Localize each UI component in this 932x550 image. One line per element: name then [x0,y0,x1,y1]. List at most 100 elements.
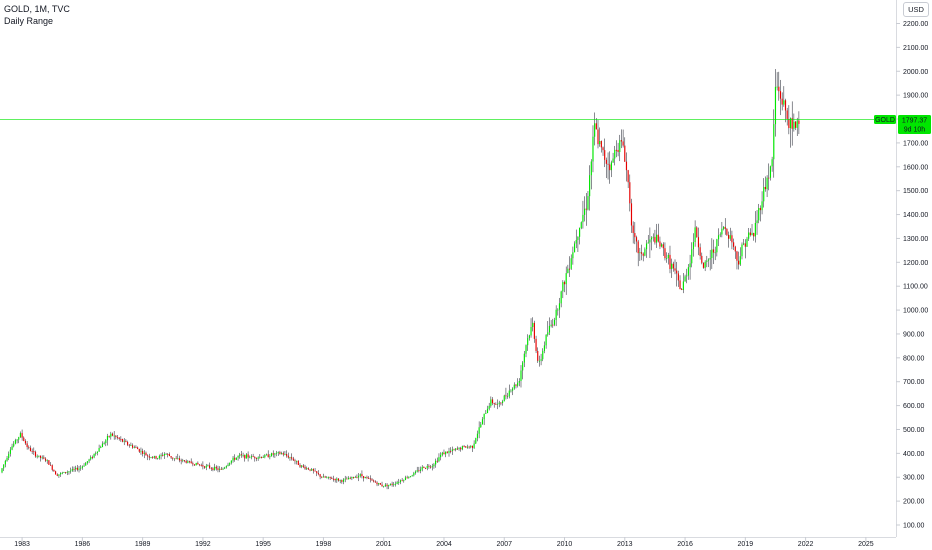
candle-body [54,471,57,475]
candle-body [609,164,611,171]
candle-body [475,438,477,444]
candle-body [567,268,569,274]
candle-body [396,482,398,484]
x-tick-label: 2019 [738,541,754,548]
candle-body [38,455,40,457]
candles-layer [1,69,800,490]
candle-body [264,455,266,458]
candle-body [155,456,157,459]
candle-body [116,436,119,438]
candle-body [347,477,350,480]
candle-body [44,458,47,461]
candle-body [679,280,681,290]
candle-body [406,477,408,479]
candle-body [178,458,181,461]
candle-body [450,451,452,452]
candle-body [650,237,653,240]
y-tick-label: 300.00 [903,475,925,482]
candle-body [95,452,97,454]
candle-body [697,237,700,248]
candle-body [590,161,592,176]
candle-body [573,243,576,253]
candle-body [696,227,698,238]
candle-body [153,456,155,458]
candle-body [215,466,217,469]
candle-body [23,437,25,441]
candle-body [322,476,325,478]
candle-body [123,440,125,442]
candle-body [368,477,370,479]
candle-body [281,453,283,454]
candle-body [379,483,381,485]
candle-body [436,460,438,462]
candle-body [142,450,144,454]
y-tick-label: 1300.00 [903,236,928,243]
candle-body [341,480,343,482]
candle-body [135,447,137,449]
candle-body [491,399,494,404]
candle-body [275,452,278,454]
candle-body [279,452,281,454]
candle-body [724,226,726,229]
candle-body [589,175,591,197]
y-tick-label: 100.00 [903,523,925,530]
candle-body [438,457,440,462]
candle-body [486,408,489,414]
candle-body [88,459,90,462]
candle-body [265,454,268,456]
y-tick-label: 900.00 [903,331,925,338]
candle-body [550,324,552,326]
candle-body [572,252,574,259]
candle-body [771,159,773,167]
candle-body [595,123,597,130]
candle-body [158,455,160,459]
candle-body [794,121,797,128]
candle-body [133,447,135,449]
candle-body [167,453,169,455]
candle-body [83,465,85,467]
candle-body [209,465,211,468]
candle-body [721,228,723,235]
candle-body [671,263,673,270]
x-tick-label: 2022 [798,541,814,548]
candle-body [687,267,689,276]
candle-body [743,243,745,245]
candle-body [188,461,191,463]
candle-body [324,476,326,478]
candle-body [91,457,93,458]
candle-body [563,282,566,285]
candle-body [602,147,604,151]
candle-body [610,162,612,171]
candle-body [371,479,373,481]
candle-body [393,484,395,486]
candle-body [701,255,703,263]
y-axis: 100.00 200.00 300.00 400.00 500.00 600.00 700.… [896,0,928,537]
candle-body [783,100,785,105]
candle-body [582,214,584,223]
candle-body [31,451,33,452]
candle-body [657,234,659,242]
candle-body [711,249,713,259]
candle-body [41,457,43,459]
candle-body [605,159,607,164]
candle-body [53,469,55,472]
candle-body [378,483,380,485]
candle-body [580,222,582,229]
candle-body [413,472,415,476]
candle-body [471,445,474,448]
candle-body [510,390,512,392]
currency-button[interactable]: USD [903,2,929,17]
candle-body [193,464,196,466]
y-tick-label: 1400.00 [903,212,928,219]
candle-body [145,452,147,456]
candle-body [150,457,152,458]
candle-body [229,462,231,465]
candle-body [446,451,448,453]
candle-body [433,464,435,467]
candle-body [527,338,529,346]
candle-body [642,253,644,256]
candle-body [175,458,177,460]
candle-body [625,161,628,171]
